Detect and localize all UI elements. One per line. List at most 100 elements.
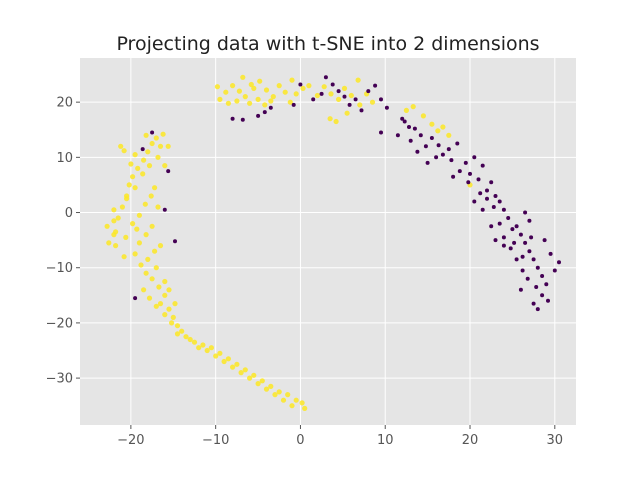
purple-point bbox=[366, 89, 371, 94]
purple-point bbox=[449, 158, 454, 163]
yellow-point bbox=[248, 81, 254, 88]
yellow-point bbox=[270, 94, 276, 100]
purple-point bbox=[407, 125, 411, 129]
y-tick-label: −30 bbox=[46, 372, 73, 387]
purple-point bbox=[514, 224, 519, 229]
purple-point bbox=[379, 130, 383, 135]
yellow-point bbox=[152, 185, 158, 191]
purple-point bbox=[298, 82, 303, 87]
yellow-point bbox=[225, 100, 231, 106]
purple-point bbox=[489, 180, 494, 185]
yellow-point bbox=[263, 386, 270, 392]
yellow-point bbox=[141, 287, 147, 293]
yellow-point bbox=[341, 85, 348, 91]
purple-point bbox=[359, 108, 364, 113]
yellow-point bbox=[255, 381, 261, 387]
yellow-point bbox=[234, 98, 240, 104]
yellow-point bbox=[302, 405, 308, 411]
purple-point bbox=[468, 171, 472, 176]
purple-point bbox=[336, 89, 341, 94]
purple-point bbox=[434, 155, 439, 160]
yellow-point bbox=[282, 89, 288, 95]
purple-point bbox=[436, 143, 441, 148]
purple-point bbox=[535, 265, 540, 270]
yellow-point bbox=[115, 215, 121, 221]
yellow-point bbox=[293, 397, 299, 403]
purple-point bbox=[512, 240, 517, 245]
yellow-point bbox=[328, 91, 334, 97]
yellow-point bbox=[355, 77, 361, 83]
purple-point bbox=[423, 144, 428, 149]
purple-point bbox=[497, 199, 502, 204]
yellow-point bbox=[251, 372, 257, 378]
yellow-point bbox=[152, 248, 158, 254]
yellow-point bbox=[435, 128, 441, 134]
yellow-point bbox=[223, 89, 229, 95]
yellow-point bbox=[179, 328, 185, 334]
yellow-point bbox=[145, 149, 151, 155]
yellow-point bbox=[143, 270, 149, 276]
yellow-point bbox=[429, 121, 435, 127]
yellow-point bbox=[113, 229, 119, 235]
purple-point bbox=[319, 91, 324, 96]
yellow-point bbox=[268, 98, 274, 104]
yellow-point bbox=[153, 265, 159, 271]
yellow-point bbox=[299, 400, 305, 406]
purple-point bbox=[493, 238, 498, 243]
purple-point bbox=[518, 232, 523, 237]
yellow-point bbox=[149, 223, 155, 229]
yellow-point bbox=[333, 118, 339, 125]
yellow-point bbox=[446, 132, 452, 138]
yellow-point bbox=[134, 226, 140, 232]
purple-point bbox=[162, 207, 167, 212]
yellow-point bbox=[149, 276, 155, 282]
purple-point bbox=[489, 224, 494, 229]
chart-title: Projecting data with t-SNE into 2 dimens… bbox=[116, 33, 539, 55]
purple-point bbox=[262, 110, 267, 115]
purple-point bbox=[384, 105, 389, 110]
yellow-point bbox=[172, 301, 178, 307]
purple-point bbox=[540, 274, 545, 278]
yellow-point bbox=[166, 287, 172, 293]
purple-point bbox=[230, 116, 235, 121]
yellow-point bbox=[289, 403, 295, 409]
purple-point bbox=[353, 97, 358, 102]
yellow-point bbox=[136, 212, 142, 218]
purple-point bbox=[478, 191, 483, 196]
yellow-point bbox=[128, 161, 134, 167]
yellow-point bbox=[213, 353, 219, 359]
yellow-point bbox=[306, 83, 312, 89]
yellow-point bbox=[255, 96, 261, 102]
yellow-point bbox=[230, 364, 236, 370]
yellow-point bbox=[157, 243, 164, 249]
yellow-point bbox=[200, 342, 206, 348]
purple-point bbox=[240, 117, 245, 122]
yellow-point bbox=[272, 392, 278, 398]
yellow-point bbox=[247, 375, 253, 381]
purple-point bbox=[150, 130, 155, 135]
yellow-point bbox=[106, 240, 112, 246]
purple-point bbox=[485, 188, 489, 193]
purple-point bbox=[514, 257, 519, 262]
yellow-point bbox=[130, 221, 136, 227]
yellow-point bbox=[217, 96, 223, 102]
yellow-point bbox=[262, 102, 268, 108]
y-tick-label: 0 bbox=[65, 206, 73, 221]
yellow-point bbox=[276, 83, 282, 89]
yellow-point bbox=[148, 193, 154, 199]
x-tick-label: 0 bbox=[296, 433, 304, 448]
purple-point bbox=[400, 116, 405, 121]
purple-point bbox=[497, 221, 502, 226]
yellow-point bbox=[357, 102, 363, 108]
yellow-point bbox=[234, 361, 240, 367]
yellow-point bbox=[247, 100, 253, 106]
yellow-point bbox=[153, 303, 159, 309]
y-tick-label: −20 bbox=[46, 316, 73, 331]
purple-point bbox=[268, 105, 273, 110]
yellow-point bbox=[403, 107, 409, 113]
yellow-point bbox=[208, 345, 214, 351]
yellow-point bbox=[174, 323, 181, 329]
yellow-point bbox=[155, 154, 161, 160]
purple-point bbox=[501, 243, 506, 248]
yellow-point bbox=[242, 367, 248, 373]
